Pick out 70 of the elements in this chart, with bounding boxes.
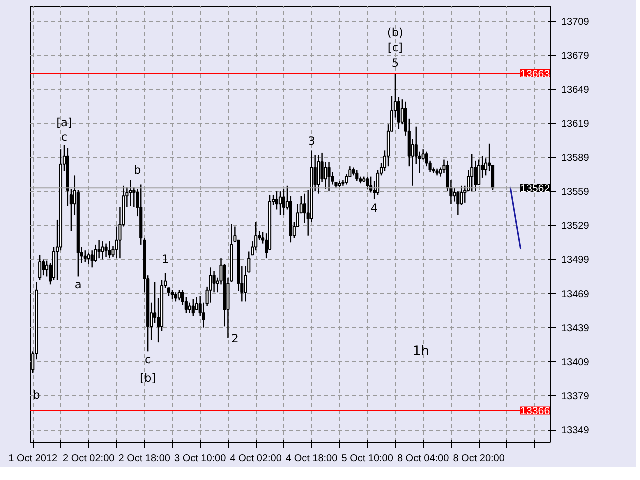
candlestick	[275, 190, 279, 210]
candlestick	[129, 180, 132, 207]
y-tick-label: 13499	[562, 255, 590, 266]
y-tick-label: 13679	[562, 50, 590, 62]
annotation: b	[33, 388, 40, 402]
candlestick	[453, 188, 456, 202]
x-tick-label: 5 Oct 10:00	[342, 454, 394, 464]
candlestick	[84, 250, 87, 263]
candlestick	[104, 243, 108, 258]
x-tick-label: 3 Oct 10:00	[174, 454, 227, 464]
y-tick-label: 13379	[562, 391, 590, 402]
annotation: 3	[308, 134, 316, 148]
candlestick	[328, 161, 331, 192]
y-tick-label: 13439	[562, 323, 590, 334]
candlestick	[38, 254, 42, 281]
annotation: [b]	[140, 370, 156, 385]
candlestick	[456, 190, 460, 216]
y-tick-label: 13589	[562, 153, 590, 164]
x-tick-label: 1 Oct 2012	[8, 454, 58, 464]
y-tick-label: 13349	[562, 426, 590, 437]
candlestick	[366, 176, 370, 190]
y-tick-label: 13619	[562, 118, 590, 130]
annotation: 5	[392, 56, 400, 70]
x-tick-label: 8 Oct 20:00	[453, 454, 506, 464]
candlestick	[324, 161, 328, 190]
candlestick	[209, 267, 212, 304]
candlestick	[170, 290, 174, 300]
x-tick-label: 2 Oct 18:00	[118, 454, 171, 464]
candlestick	[212, 270, 216, 294]
candlestick	[282, 188, 286, 216]
candlestick	[254, 222, 258, 252]
candlestick	[470, 154, 474, 192]
annotation: [a]	[56, 115, 72, 130]
x-tick-label: 2 Oct 02:00	[63, 454, 116, 464]
annotation: (b)	[387, 26, 404, 40]
candlestick	[460, 185, 464, 206]
candlestick	[278, 190, 282, 216]
x-tick-label: 4 Oct 18:00	[286, 454, 338, 464]
x-tick-label: 8 Oct 04:00	[397, 454, 450, 464]
y-tick-label: 13529	[562, 221, 590, 232]
candlestick	[174, 292, 178, 302]
candlestick	[87, 252, 90, 265]
candlestick	[356, 169, 359, 182]
annotation: b	[134, 163, 142, 177]
ref-line-label: 13663	[520, 68, 550, 80]
candlestick	[188, 302, 192, 314]
candlestick	[42, 259, 46, 276]
y-tick-label: 13559	[562, 187, 590, 198]
annotation: c	[61, 130, 68, 144]
candlestick	[345, 174, 348, 186]
y-tick-label: 13469	[562, 289, 590, 300]
candlestick	[317, 154, 320, 194]
y-tick-label: 13709	[562, 16, 590, 28]
candlestick	[192, 298, 195, 318]
candlestick	[98, 240, 101, 260]
candlestick	[108, 240, 112, 260]
annotation: c	[144, 352, 152, 367]
y-tick-label: 13409	[562, 357, 590, 368]
annotation: [c]	[388, 40, 403, 54]
y-tick-label: 13649	[562, 84, 590, 96]
candlestick	[90, 250, 94, 268]
annotation: 4	[370, 200, 378, 215]
ref-line-label: 13366	[520, 406, 550, 418]
annotation: 2	[232, 331, 239, 346]
annotation: 1	[162, 252, 170, 266]
annotation: 1h	[412, 344, 430, 360]
candlestick	[101, 240, 104, 260]
candlestick	[178, 290, 181, 302]
x-tick-label: 4 Oct 02:00	[230, 454, 282, 464]
annotation: a	[74, 278, 82, 292]
